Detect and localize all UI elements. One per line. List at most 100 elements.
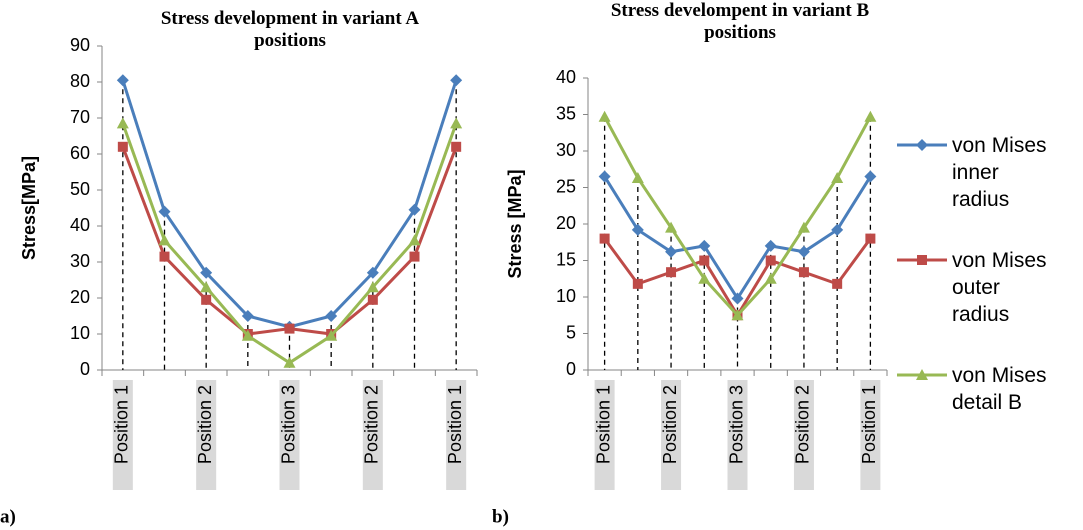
marker	[764, 272, 777, 284]
marker	[158, 234, 171, 246]
legend-box: von Mises detail B	[952, 364, 1047, 414]
marker	[116, 117, 129, 129]
category-bg	[112, 380, 133, 490]
marker	[731, 292, 744, 305]
marker	[831, 172, 844, 184]
marker	[366, 281, 379, 293]
category-bg	[594, 380, 615, 490]
marker	[200, 266, 213, 279]
y-tick-label: 40	[70, 215, 90, 235]
marker	[200, 281, 213, 293]
marker	[865, 233, 876, 244]
marker	[408, 234, 421, 246]
marker	[764, 239, 777, 252]
marker	[451, 141, 462, 152]
category-bg	[727, 380, 748, 490]
marker	[698, 272, 711, 284]
marker	[159, 251, 170, 262]
marker	[408, 203, 421, 216]
marker	[731, 309, 744, 321]
marker	[325, 329, 338, 341]
marker	[366, 266, 379, 279]
category-bg	[196, 380, 217, 490]
panel-label: b)	[492, 506, 509, 527]
x-tick-label: Position 2	[362, 385, 382, 464]
marker	[325, 310, 338, 322]
marker	[598, 110, 611, 122]
marker	[631, 223, 644, 236]
y-tick-label: 30	[70, 251, 90, 271]
marker	[864, 110, 877, 122]
marker	[699, 255, 710, 266]
marker	[864, 170, 877, 183]
title-box: Stress development in variant A position…	[160, 8, 420, 51]
category-bg	[793, 380, 814, 490]
marker	[916, 369, 928, 380]
marker	[765, 255, 776, 266]
y-tick-label: 10	[556, 286, 576, 306]
x-tick-label: Position 1	[859, 385, 879, 464]
marker	[283, 356, 296, 368]
panel-label: a)	[0, 506, 16, 527]
y-tick-label: 5	[566, 322, 576, 342]
x-tick-label: Position 3	[278, 385, 298, 464]
y-tick-label: 35	[556, 103, 576, 123]
marker	[917, 255, 927, 265]
category-bg	[279, 380, 300, 490]
marker	[201, 294, 212, 305]
title-box: Stress develompent in variant B position…	[610, 0, 870, 43]
marker	[665, 245, 678, 258]
legend-label: von Mises outer radius	[952, 249, 1047, 326]
marker	[450, 74, 463, 87]
x-tick-label: Position 3	[726, 385, 746, 464]
marker	[666, 267, 677, 278]
marker	[117, 141, 128, 152]
y-axis-label: Stress[MPa]	[19, 156, 39, 260]
marker	[831, 223, 844, 236]
marker	[158, 205, 171, 218]
marker	[598, 170, 611, 183]
marker	[798, 267, 809, 278]
y-tick-label: 90	[70, 35, 90, 55]
marker	[797, 245, 810, 258]
chart-title: Stress development in variant A position…	[160, 8, 420, 51]
category-bg	[446, 380, 467, 490]
x-tick-label: Position 2	[793, 385, 813, 464]
marker	[632, 278, 643, 289]
y-tick-label: 0	[80, 359, 90, 379]
series-line	[121, 79, 458, 329]
x-tick-label: Position 1	[593, 385, 613, 464]
marker	[116, 74, 129, 87]
y-tick-label: 25	[556, 176, 576, 196]
x-tick-label: Position 1	[445, 385, 465, 464]
x-tick-label: Position 1	[112, 385, 132, 464]
legend-box: von Mises outer radius	[952, 249, 1047, 326]
y-tick-label: 10	[70, 323, 90, 343]
y-tick-label: 40	[556, 67, 576, 87]
legend-box: von Mises inner radius	[952, 134, 1047, 211]
marker	[916, 139, 928, 151]
marker	[599, 233, 610, 244]
chart-title: Stress develompent in variant B position…	[610, 0, 870, 43]
y-tick-label: 30	[556, 140, 576, 160]
marker	[698, 239, 711, 252]
series-line	[603, 115, 872, 318]
x-tick-label: Position 2	[195, 385, 215, 464]
marker	[450, 117, 463, 129]
y-tick-label: 15	[556, 249, 576, 269]
y-tick-label: 50	[70, 179, 90, 199]
y-axis-label: Stress [MPa]	[505, 169, 525, 278]
y-tick-label: 80	[70, 71, 90, 91]
marker	[665, 221, 678, 233]
legend-label: von Mises detail B	[952, 364, 1047, 414]
marker	[631, 172, 644, 184]
category-bg	[661, 380, 682, 490]
marker	[241, 310, 254, 322]
y-tick-label: 20	[70, 287, 90, 307]
marker	[409, 251, 420, 262]
y-tick-label: 70	[70, 107, 90, 127]
marker	[241, 329, 254, 341]
marker	[284, 323, 295, 334]
y-tick-label: 60	[70, 143, 90, 163]
